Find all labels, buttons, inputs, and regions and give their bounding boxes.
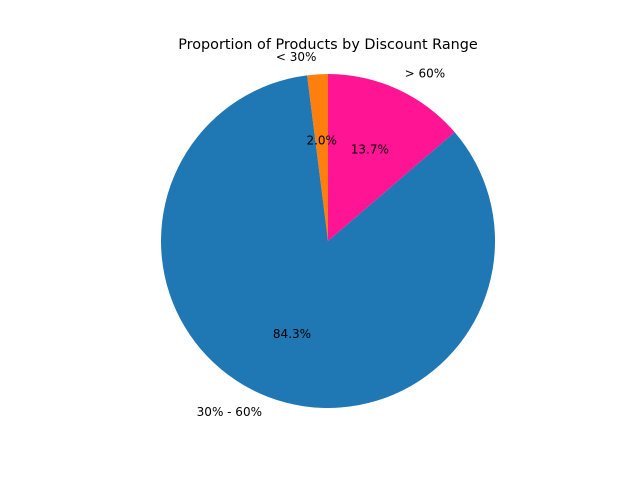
slice-label-30: < 30% [276,50,317,64]
pie-slice-30-60 [161,75,496,409]
slice-percent-60: 13.7% [351,142,389,156]
slice-percent-30: 2.0% [306,134,337,148]
pie-slices [161,74,496,409]
slice-label-30-60: 30% - 60% [197,405,262,419]
chart-title: Proportion of Products by Discount Range [178,37,478,53]
pie-slice-60 [328,74,455,241]
slice-label-60: > 60% [405,67,446,81]
pie-labels: < 30% 2.0% 30% - 60% 84.3% > 60% 13.7% [197,50,446,419]
slice-percent-30-60: 84.3% [273,327,311,341]
pie-slice-30 [307,74,328,241]
